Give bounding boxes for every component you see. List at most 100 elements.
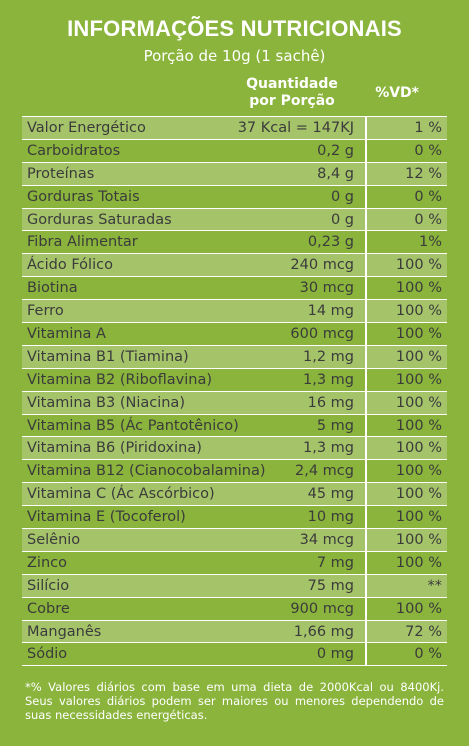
table-row: Gorduras Totais 0 g 0 % [22, 185, 447, 209]
column-divider [365, 574, 367, 597]
nutrient-quantity: 0 g [330, 211, 354, 228]
table-row: Selênio 34 mcg 100 % [22, 529, 447, 552]
column-divider [365, 483, 367, 506]
nutrient-quantity: 30 mcg [299, 280, 354, 297]
nutrient-quantity: 0,23 g [307, 234, 354, 251]
nutrient-name: Vitamina A [27, 326, 106, 343]
nutrient-quantity: 37 Kcal = 147KJ [237, 120, 354, 136]
nutrient-daily-value: 100 % [395, 463, 442, 480]
table-row: Ácido Fólico 240 mcg 100 % [22, 254, 447, 278]
column-divider [365, 231, 367, 254]
table-row: Vitamina B12 (Cianocobalamina) 2,4 mcg 100… [22, 460, 447, 484]
nutrient-name: Biotina [27, 280, 78, 297]
table-row: Zinco 7 mg 100 % [22, 551, 447, 575]
nutrient-name: Cobre [27, 600, 70, 617]
nutrient-daily-value: 100 % [395, 554, 442, 571]
nutrient-quantity: 1,2 mg [303, 348, 354, 365]
nutrient-name: Vitamina C (Ác Ascórbico) [27, 486, 215, 503]
nutrient-quantity: 34 mcg [299, 532, 354, 549]
nutrient-daily-value: 1% [418, 234, 442, 251]
nutrient-name: Vitamina B1 (Tiamina) [27, 348, 189, 365]
nutrient-quantity: 1,3 mg [303, 440, 354, 457]
nutrient-name: Manganês [27, 623, 102, 640]
nutrient-daily-value: 100 % [395, 303, 442, 320]
nutrient-quantity: 5 mg [316, 417, 354, 434]
table-row: Vitamina B1 (Tiamina) 1,2 mg 100 % [22, 345, 447, 369]
table-row: Vitamina B6 (Piridoxina) 1,3 mg 100 % [22, 437, 447, 461]
table-row: Fibra Alimentar 0,23 g 1% [22, 231, 447, 255]
table-row: Carboidratos 0,2 g 0 % [22, 139, 447, 163]
nutrient-name: Sódio [27, 646, 68, 663]
column-divider [365, 391, 367, 414]
column-divider [365, 643, 367, 666]
column-divider [365, 162, 367, 185]
nutrient-quantity: 75 mg [307, 577, 354, 594]
table-row: Valor Energético 37 Kcal = 147KJ 1 % [22, 117, 447, 140]
table-row: Vitamina C (Ác Ascórbico) 45 mg 100 % [22, 483, 447, 507]
nutrient-name: Gorduras Saturadas [27, 211, 172, 228]
nutrient-quantity: 600 mcg [290, 326, 354, 343]
nutrient-quantity: 0,2 g [317, 142, 354, 159]
footnote: *% Valores diários com base em uma dieta… [25, 680, 444, 723]
nutrient-name: Silício [27, 577, 70, 594]
column-divider [365, 300, 367, 323]
table-row: Biotina 30 mcg 100 % [22, 277, 447, 301]
table-row: Vitamina B3 (Niacina) 16 mg 100 % [22, 391, 447, 415]
page-title: INFORMAÇÕES NUTRICIONAIS [67, 16, 402, 41]
nutrient-name: Vitamina B3 (Niacina) [27, 394, 185, 411]
nutrient-daily-value: 100 % [395, 348, 442, 365]
nutrient-daily-value: 0 % [414, 211, 442, 228]
nutrient-quantity: 0 g [330, 188, 354, 205]
nutrient-quantity: 0 mg [316, 646, 354, 663]
nutrient-name: Selênio [27, 532, 81, 549]
nutrition-table: Valor Energético 37 Kcal = 147KJ 1 % Carboi… [22, 116, 447, 667]
nutrient-daily-value: 100 % [395, 600, 442, 617]
column-divider [365, 345, 367, 368]
nutrient-name: Vitamina E (Tocoferol) [27, 509, 186, 526]
column-divider [365, 551, 367, 574]
nutrient-daily-value: 100 % [395, 532, 442, 549]
nutrient-daily-value: 100 % [395, 486, 442, 503]
table-row: Cobre 900 mcg 100 % [22, 597, 447, 621]
nutrient-name: Fibra Alimentar [27, 234, 138, 251]
table-row: Sódio 0 mg 0 % [22, 643, 447, 667]
nutrient-quantity: 2,4 mcg [295, 463, 354, 480]
nutrient-daily-value: 0 % [414, 646, 442, 663]
column-divider [365, 529, 367, 551]
nutrient-daily-value: 100 % [395, 326, 442, 343]
nutrient-name: Zinco [27, 554, 67, 571]
nutrient-quantity: 900 mcg [290, 600, 354, 617]
column-divider [365, 323, 367, 345]
nutrient-name: Proteínas [27, 165, 95, 182]
column-divider [365, 185, 367, 208]
nutrient-name: Gorduras Totais [27, 188, 140, 205]
column-divider [365, 368, 367, 391]
nutrient-name: Valor Energético [27, 120, 146, 136]
nutrient-quantity: 7 mg [316, 554, 354, 571]
nutrient-name: Vitamina B5 (Ác Pantotênico) [27, 417, 239, 434]
nutrient-quantity: 10 mg [307, 509, 354, 526]
nutrient-name: Vitamina B12 (Cianocobalamina) [27, 463, 266, 480]
nutrient-daily-value: 100 % [395, 371, 442, 388]
nutrient-quantity: 8,4 g [317, 165, 354, 182]
nutrient-quantity: 45 mg [307, 486, 354, 503]
table-row: Proteínas 8,4 g 12 % [22, 162, 447, 186]
column-divider [365, 437, 367, 460]
nutrient-daily-value: 100 % [395, 394, 442, 411]
column-divider [365, 414, 367, 437]
nutrient-name: Vitamina B2 (Riboflavina) [27, 371, 213, 388]
nutrient-quantity: 1,66 mg [293, 623, 354, 640]
table-header: Quantidade por Porção %VD* [22, 76, 447, 116]
nutrient-quantity: 1,3 mg [303, 371, 354, 388]
nutrient-quantity: 240 mcg [290, 257, 354, 274]
nutrient-daily-value: 72 % [405, 623, 442, 640]
column-divider [365, 597, 367, 620]
table-row: Vitamina B5 (Ác Pantotênico) 5 mg 100 % [22, 414, 447, 438]
serving-size: Porção de 10g (1 sachê) [143, 47, 326, 65]
table-row: Gorduras Saturadas 0 g 0 % [22, 208, 447, 232]
vd-column-header: %VD* [375, 85, 419, 101]
nutrient-daily-value: 100 % [395, 440, 442, 457]
table-row: Manganês 1,66 mg 72 % [22, 620, 447, 644]
column-divider [365, 277, 367, 300]
nutrient-daily-value: ** [427, 577, 443, 594]
